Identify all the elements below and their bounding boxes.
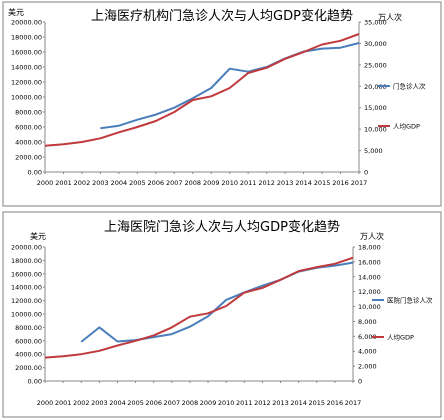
x-tick-label: 2007 bbox=[166, 179, 183, 187]
y-tick-label-left: 6000.00 bbox=[15, 124, 42, 132]
x-tick-label: 2015 bbox=[314, 179, 331, 187]
y-tick-label-left: 10000.00 bbox=[11, 311, 42, 319]
y-tick-label-right: 5,000 bbox=[364, 147, 383, 155]
y-tick-label-left: 0.00 bbox=[28, 378, 42, 386]
x-tick-label: 2008 bbox=[184, 179, 201, 187]
x-tick-label: 2000 bbox=[37, 179, 54, 187]
x-tick-label: 2014 bbox=[295, 179, 312, 187]
x-tick-label: 2003 bbox=[91, 399, 108, 407]
x-tick-label: 2016 bbox=[332, 179, 349, 187]
x-tick-label: 2001 bbox=[55, 179, 72, 187]
plot-area: 0.00 2000.00 4000.00 6000.00 8000.00 10000.00… bbox=[11, 19, 426, 188]
chart-border bbox=[2, 211, 442, 418]
y-tick-label-right: 25,000 bbox=[364, 61, 387, 69]
y-tick-label-right: 16,000 bbox=[358, 258, 381, 266]
x-tick-label: 2012 bbox=[254, 399, 271, 407]
chart-title: 上海医院门急诊人次与人均GDP变化趋势 bbox=[104, 219, 340, 235]
x-tick-label: 2013 bbox=[277, 179, 294, 187]
y-tick-label-right: 10,000 bbox=[364, 126, 387, 134]
x-tick-label: 2000 bbox=[37, 399, 54, 407]
chart-outpatient-hospitals: 上海医院门急诊人次与人均GDP变化趋势 美元 万人次 0.00 2000.00 40… bbox=[2, 211, 442, 418]
x-tick-label: 2005 bbox=[129, 179, 146, 187]
y-tick-label-left: 12000.00 bbox=[11, 79, 42, 87]
legend-label: 医院门急诊人次 bbox=[387, 296, 433, 305]
y-tick-label-left: 18000.00 bbox=[11, 257, 42, 265]
x-tick-label: 2010 bbox=[218, 399, 235, 407]
y-tick-label-left: 8000.00 bbox=[15, 109, 42, 117]
y-tick-label-right: 15,000 bbox=[364, 104, 387, 112]
x-tick-label: 2012 bbox=[258, 179, 275, 187]
x-tick-label: 2015 bbox=[308, 399, 325, 407]
y-tick-label-left: 2000.00 bbox=[15, 154, 42, 162]
x-tick-label: 2016 bbox=[327, 399, 344, 407]
series-line bbox=[44, 256, 354, 359]
x-tick-label: 2011 bbox=[240, 179, 257, 187]
y-tick-label-right: 0 bbox=[358, 378, 362, 386]
x-tick-label: 2004 bbox=[111, 179, 128, 187]
y-tick-label-right: 14,000 bbox=[358, 273, 381, 281]
x-tick-label: 2006 bbox=[148, 179, 165, 187]
x-tick-label: 2008 bbox=[182, 399, 199, 407]
left-unit-label: 美元 bbox=[8, 7, 24, 17]
series-line bbox=[44, 33, 360, 147]
y-tick-label-left: 16000.00 bbox=[11, 49, 42, 57]
left-unit-label: 美元 bbox=[30, 231, 46, 241]
y-tick-label-right: 35,000 bbox=[364, 19, 387, 27]
y-tick-label-right: 4,000 bbox=[358, 348, 377, 356]
x-tick-label: 2013 bbox=[272, 399, 289, 407]
x-tick-label: 2009 bbox=[200, 399, 217, 407]
x-tick-label: 2014 bbox=[290, 399, 307, 407]
chart-title: 上海医疗机构门急诊人次与人均GDP变化趋势 bbox=[91, 8, 353, 24]
y-tick-label-left: 6000.00 bbox=[15, 337, 42, 345]
plot-area: 0.00 2000.00 4000.00 6000.00 8000.00 10000.00… bbox=[11, 244, 433, 408]
y-tick-label-left: 18000.00 bbox=[11, 34, 42, 42]
y-tick-label-left: 14000.00 bbox=[11, 284, 42, 292]
y-tick-label-right: 12,000 bbox=[358, 288, 381, 296]
y-tick-label-left: 10000.00 bbox=[11, 94, 42, 102]
y-tick-label-right: 18,000 bbox=[358, 244, 381, 252]
x-tick-label: 2009 bbox=[203, 179, 220, 187]
x-tick-label: 2006 bbox=[145, 399, 162, 407]
x-tick-label: 2002 bbox=[73, 399, 90, 407]
y-tick-label-left: 0.00 bbox=[28, 169, 42, 177]
right-unit-label: 万人次 bbox=[360, 231, 384, 241]
y-tick-label-left: 12000.00 bbox=[11, 297, 42, 305]
x-tick-label: 2001 bbox=[55, 399, 72, 407]
x-tick-label: 2011 bbox=[236, 399, 253, 407]
y-tick-label-left: 14000.00 bbox=[11, 64, 42, 72]
x-tick-label: 2010 bbox=[221, 179, 238, 187]
chart-outpatient-medical-institutions: 上海医疗机构门急诊人次与人均GDP变化趋势 美元 万人次 0.00 2000.00… bbox=[2, 1, 442, 207]
y-tick-label-right: 2,000 bbox=[358, 363, 377, 371]
series-line bbox=[100, 42, 360, 130]
y-tick-label-right: 10,000 bbox=[358, 303, 381, 311]
y-tick-label-right: 20,000 bbox=[364, 83, 387, 91]
right-unit-label: 万人次 bbox=[378, 12, 402, 22]
x-tick-label: 2004 bbox=[109, 399, 126, 407]
y-tick-label-left: 20000.00 bbox=[11, 244, 42, 252]
legend-label: 人均GDP bbox=[387, 333, 414, 342]
y-tick-label-left: 2000.00 bbox=[15, 364, 42, 372]
y-tick-label-left: 8000.00 bbox=[15, 324, 42, 332]
y-tick-label-right: 8,000 bbox=[358, 318, 377, 326]
y-tick-label-left: 4000.00 bbox=[15, 139, 42, 147]
y-tick-label-right: 30,000 bbox=[364, 40, 387, 48]
x-tick-label: 2005 bbox=[127, 399, 144, 407]
x-tick-label: 2017 bbox=[351, 179, 368, 187]
y-tick-label-left: 20000.00 bbox=[11, 19, 42, 27]
x-tick-label: 2002 bbox=[74, 179, 91, 187]
x-tick-label: 2007 bbox=[164, 399, 181, 407]
y-tick-label-right: 6,000 bbox=[358, 333, 377, 341]
y-tick-label-right: 0 bbox=[364, 169, 368, 177]
y-tick-label-left: 4000.00 bbox=[15, 351, 42, 359]
x-tick-label: 2017 bbox=[345, 399, 362, 407]
x-tick-label: 2003 bbox=[92, 179, 109, 187]
legend-label: 人均GDP bbox=[393, 122, 420, 131]
y-tick-label-left: 16000.00 bbox=[11, 270, 42, 278]
legend-label: 门急诊人次 bbox=[393, 82, 426, 91]
